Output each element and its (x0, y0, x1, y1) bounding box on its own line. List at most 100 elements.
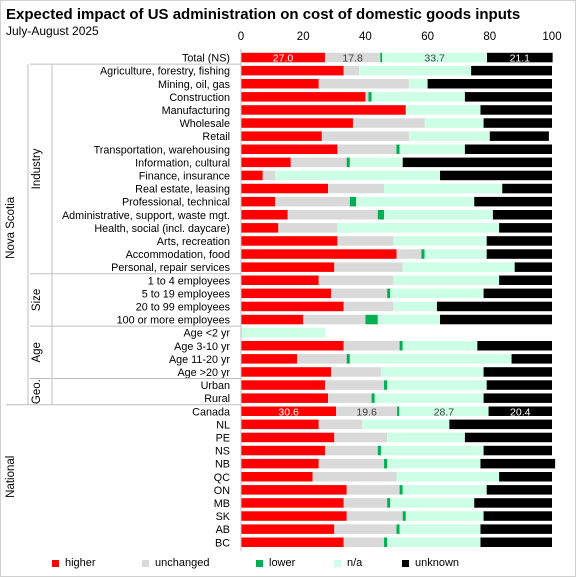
bar-n-a-urban (387, 380, 487, 390)
bar-unchanged-5-to-19-employees (331, 288, 388, 299)
bar-lower-bc (384, 537, 388, 547)
bar-unchanged-ns (324, 445, 378, 456)
bar-higher-accommodation-food (241, 249, 397, 259)
x-tick-label: 0 (238, 31, 244, 43)
group-label-age: Age (31, 342, 43, 362)
bar-higher-1-to-4-employees (241, 275, 319, 285)
bar-n-a-age-3-10-yr (402, 341, 478, 351)
bar-unknown-bc (480, 537, 552, 547)
category-label-information-cultural: Information, cultural (135, 157, 230, 169)
category-label-mb: MB (214, 498, 230, 510)
bar-unknown-age-3-10-yr (477, 341, 552, 351)
category-label-1-to-4-employees: 1 to 4 employees (148, 275, 231, 287)
bar-n-a-pe (387, 432, 465, 443)
bar-unknown-accommodation-food (486, 249, 552, 259)
bar-unchanged-accommodation-food (396, 249, 422, 259)
bar-unchanged-age-11-20-yr (296, 354, 347, 364)
legend-swatch-higher (52, 559, 59, 567)
bar-lower-canada (397, 406, 400, 416)
bar-n-a-on (402, 485, 487, 495)
bar-higher-age-11-20-yr (241, 354, 297, 364)
bar-unchanged-100-or-more-employees (303, 314, 366, 325)
data-label: 27.0 (273, 53, 294, 65)
bar-higher-canada (241, 406, 337, 416)
bar-n-a-administrative-support-waste-mgt (384, 210, 493, 220)
data-label: 21.1 (510, 53, 531, 65)
bar-n-a-age-2-yr (241, 327, 325, 338)
bar-n-a-finance-insurance (275, 170, 441, 181)
bar-unchanged-personal-repair-services (334, 262, 403, 272)
bar-n-a-accommodation-food (424, 249, 487, 259)
bar-higher-agriculture-forestry-fishing (241, 65, 344, 76)
bar-unknown-age-20-yr (483, 367, 552, 377)
category-label-total-ns: Total (NS) (182, 53, 230, 65)
category-label-nb: NB (215, 459, 230, 471)
bar-higher-health-social-incl-daycare (241, 223, 279, 233)
bar-n-a-5-to-19-employees (390, 288, 484, 299)
bar-unchanged-finance-insurance (262, 170, 276, 181)
bar-n-a-1-to-4-employees (393, 275, 500, 285)
bar-higher-urban (241, 380, 325, 390)
legend-label-na: n/a (347, 557, 363, 569)
bar-lower-nb (384, 458, 388, 469)
bar-n-a-nl (362, 419, 450, 430)
bar-unchanged-rural (328, 393, 372, 403)
bar-higher-qc (241, 472, 313, 482)
bar-n-a-ns (380, 445, 484, 456)
x-tick-label: 80 (483, 31, 496, 43)
bar-lower-information-cultural (346, 157, 350, 168)
bar-unknown-nl (449, 419, 552, 430)
bar-unknown-administrative-support-waste-mgt (492, 210, 552, 220)
bar-n-a-rural (374, 393, 484, 403)
x-tick-label: 20 (297, 31, 310, 43)
legend-swatch-unknown (402, 559, 409, 567)
bar-higher-sk (241, 511, 347, 521)
bar-n-a-age-11-20-yr (349, 354, 512, 364)
bar-lower-rural (371, 393, 375, 403)
bar-lower-100-or-more-employees (365, 314, 378, 325)
bar-unknown-transportation-warehousing (464, 144, 552, 154)
bar-n-a-qc (396, 472, 500, 482)
bar-n-a-bc (387, 537, 481, 547)
bar-unchanged-construction (365, 92, 369, 102)
group-label-nova-scotia: Nova Scotia (5, 196, 17, 259)
bar-higher-nb (241, 458, 319, 469)
bar-unchanged-age-20-yr (331, 367, 381, 377)
bar-unchanged-retail (321, 131, 409, 141)
bar-higher-personal-repair-services (241, 262, 335, 272)
bar-unknown-wholesale (483, 118, 552, 128)
legend-item-lower: lower (256, 557, 295, 569)
category-label-urban: Urban (201, 380, 230, 392)
bar-unknown-qc (499, 472, 552, 482)
legend-item-unknown: unknown (402, 557, 459, 569)
bar-higher-ab (241, 524, 335, 534)
bar-n-a-nb (387, 458, 481, 469)
legend-swatch-na (334, 559, 341, 567)
bar-unknown-on (486, 485, 552, 495)
group-label-national: National (5, 456, 17, 498)
legend-item-unchanged: unchanged (142, 557, 209, 569)
category-label-20-to-99-employees: 20 to 99 employees (136, 301, 231, 313)
bar-unchanged-urban (324, 380, 385, 390)
data-label: 20.4 (510, 406, 531, 418)
bar-lower-accommodation-food (421, 249, 425, 259)
legend-item-na: n/a (334, 557, 362, 569)
bar-unchanged-wholesale (352, 118, 425, 128)
category-label-personal-repair-services: Personal, repair services (111, 262, 230, 274)
data-label: 19.6 (356, 406, 377, 418)
category-label-sk: SK (216, 511, 231, 523)
bar-n-a-health-social-incl-daycare (337, 223, 500, 233)
bar-higher-retail (241, 131, 322, 141)
category-label-100-or-more-employees: 100 or more employees (117, 315, 231, 327)
category-label-pe: PE (216, 432, 230, 444)
bar-lower-urban (384, 380, 388, 390)
bar-higher-manufacturing (241, 105, 406, 115)
bar-n-a-agriculture-forestry-fishing (359, 65, 472, 76)
legend: higher unchanged lower n/a unknown (0, 557, 576, 573)
bar-lower-ab (396, 524, 400, 534)
category-label-bc: BC (215, 537, 230, 549)
category-label-nl: NL (216, 419, 230, 431)
bar-unknown-age-11-20-yr (511, 354, 552, 364)
data-label: 33.7 (424, 53, 445, 65)
category-label-ab: AB (216, 524, 230, 536)
